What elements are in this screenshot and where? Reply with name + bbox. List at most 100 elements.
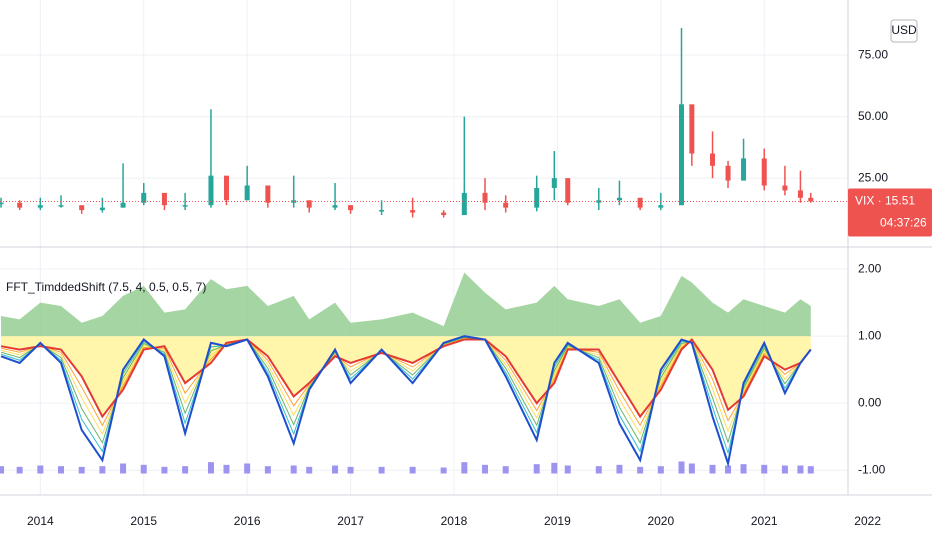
- candle-body: [58, 205, 64, 207]
- column: [140, 464, 147, 474]
- line: [0, 335, 812, 468]
- column: [37, 465, 44, 474]
- candle-body: [120, 202, 126, 208]
- column: [409, 466, 416, 474]
- column: [290, 465, 297, 474]
- candle-body: [244, 185, 250, 201]
- area: [1, 272, 811, 337]
- candle-body: [797, 190, 803, 198]
- candle-body: [291, 200, 297, 203]
- price-label-box: [848, 188, 932, 237]
- y-tick-label: 50.00: [858, 109, 888, 123]
- column: [264, 466, 271, 474]
- candle-body: [17, 202, 23, 208]
- column: [482, 464, 489, 474]
- x-tick-label: 2020: [647, 514, 674, 528]
- x-tick-label: 2018: [441, 514, 468, 528]
- column: [797, 465, 804, 474]
- candle-body: [565, 178, 571, 203]
- candle-body: [306, 200, 312, 208]
- y-tick-label: 25.00: [858, 170, 888, 184]
- y-tick-label: 75.00: [858, 47, 888, 61]
- candle-body: [782, 185, 788, 191]
- column: [678, 461, 685, 474]
- x-tick-label: 2019: [544, 514, 571, 528]
- candle-body: [161, 192, 167, 206]
- column: [332, 465, 339, 474]
- column: [533, 464, 540, 474]
- column: [595, 466, 602, 474]
- column: [725, 465, 732, 474]
- column: [709, 464, 716, 474]
- column: [688, 463, 695, 474]
- candle-body: [37, 205, 43, 208]
- candle-body: [379, 210, 385, 212]
- column: [440, 467, 447, 474]
- column: [781, 465, 788, 474]
- countdown: 04:37:26: [880, 216, 927, 230]
- candle-body: [534, 187, 540, 208]
- candle-body: [658, 205, 664, 208]
- x-tick-label: 2014: [27, 514, 54, 528]
- column: [564, 465, 571, 474]
- candle-body: [348, 205, 354, 211]
- column: [120, 463, 127, 474]
- column: [58, 466, 65, 474]
- candle-body: [182, 205, 188, 207]
- x-tick-label: 2015: [130, 514, 157, 528]
- column: [0, 466, 5, 474]
- column: [807, 466, 814, 474]
- column: [740, 464, 747, 474]
- column: [161, 466, 168, 474]
- column: [551, 462, 558, 474]
- candle-body: [265, 185, 271, 203]
- band-line: [0, 336, 812, 444]
- band-line: [0, 337, 812, 436]
- candle-body: [99, 207, 105, 211]
- column: [616, 464, 623, 474]
- candle-body: [223, 175, 229, 201]
- candle-body: [441, 212, 447, 216]
- column: [461, 462, 468, 474]
- y-tick-label: 1.00: [858, 328, 882, 342]
- column: [761, 464, 768, 474]
- candle-body: [725, 165, 731, 181]
- y-tick-label: -1.00: [858, 462, 886, 476]
- currency: USD: [891, 23, 917, 37]
- candle-body: [208, 175, 214, 206]
- column: [182, 466, 189, 474]
- column: [637, 466, 644, 474]
- band-line: [0, 338, 812, 427]
- x-tick-label: 2022: [854, 514, 881, 528]
- indicator-title: FFT_TimddedShift (7.5, 4, 0.5, 0.5, 7): [6, 280, 206, 294]
- candle-body: [410, 210, 416, 213]
- column: [378, 466, 385, 474]
- line: [0, 337, 812, 419]
- column: [207, 462, 214, 474]
- x-tick-label: 2017: [337, 514, 364, 528]
- candle-body: [741, 158, 747, 181]
- column: [223, 464, 230, 474]
- candle-body: [637, 197, 643, 208]
- y-tick-label: 2.00: [858, 261, 882, 275]
- candle-body: [689, 104, 695, 154]
- candle-body: [761, 158, 767, 186]
- fill-area: [1, 336, 811, 417]
- column: [244, 463, 251, 474]
- column: [502, 466, 509, 474]
- y-tick-label: 0.00: [858, 395, 882, 409]
- column: [347, 466, 354, 474]
- candle-body: [808, 197, 814, 202]
- column: [99, 466, 106, 474]
- candle-body: [679, 104, 685, 206]
- candle-body: [551, 178, 557, 188]
- candle-body: [461, 192, 467, 216]
- candle-body: [332, 205, 338, 208]
- candle-body: [141, 192, 147, 203]
- candle-body: [503, 202, 509, 208]
- x-tick-label: 2016: [234, 514, 261, 528]
- x-tick-label: 2021: [751, 514, 778, 528]
- candle-body: [482, 192, 488, 203]
- column: [657, 466, 664, 474]
